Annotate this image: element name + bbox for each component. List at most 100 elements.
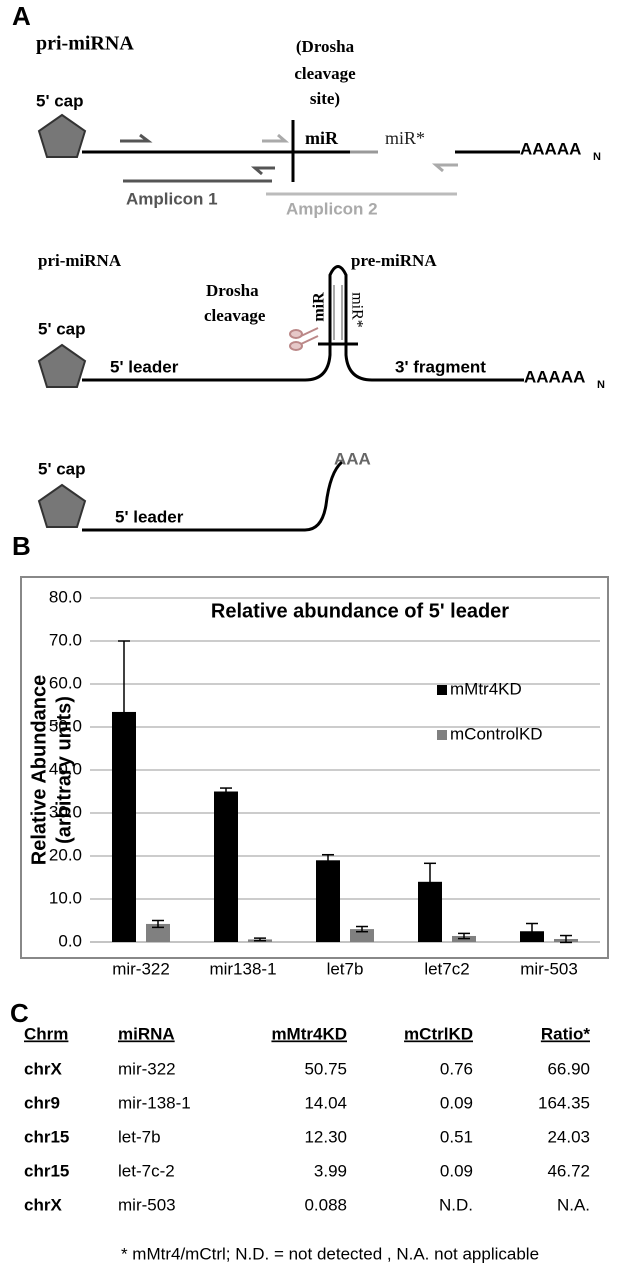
error-bar	[560, 934, 572, 944]
x-tick-label: mir-322	[112, 959, 170, 978]
label: 3' fragment	[395, 357, 486, 376]
table-footnote: * mMtr4/mCtrl; N.D. = not detected , N.A…	[121, 1244, 539, 1263]
y-tick-label: 20.0	[49, 845, 82, 864]
legend-swatch	[437, 730, 447, 740]
poly-a: AAA	[334, 449, 371, 468]
table-cell: N.A.	[557, 1195, 590, 1214]
error-bar	[526, 922, 538, 940]
diagram-title: pri-miRNA	[36, 33, 134, 55]
legend-label: mControlKD	[450, 724, 543, 743]
error-bar	[220, 787, 232, 796]
x-tick-label: let7c2	[424, 959, 469, 978]
primer-arrow	[120, 133, 153, 143]
table-cell: 14.04	[304, 1093, 347, 1112]
label: site)	[310, 89, 340, 108]
table-header: miRNA	[118, 1024, 175, 1043]
x-tick-label: mir138-1	[209, 959, 276, 978]
error-bar	[356, 925, 368, 933]
chart-frame	[20, 576, 609, 959]
poly-a: N	[597, 379, 605, 391]
primer-arrow	[262, 133, 290, 143]
table-cell: 3.99	[314, 1161, 347, 1180]
y-tick-label: 70.0	[49, 630, 82, 649]
table-cell: chr15	[24, 1161, 69, 1180]
table-cell: 12.30	[304, 1127, 347, 1146]
y-axis-label: (arbitrary units)	[53, 696, 75, 844]
label: 5' leader	[115, 507, 184, 526]
table-header: mCtrlKD	[404, 1024, 473, 1043]
panel-label: B	[12, 531, 31, 561]
table-cell: let-7c-2	[118, 1161, 175, 1180]
label: (Drosha	[296, 37, 355, 56]
label: 5' cap	[38, 319, 86, 338]
legend-swatch	[437, 685, 447, 695]
y-tick-label: 0.0	[58, 931, 82, 950]
table-cell: chr9	[24, 1093, 60, 1112]
table-cell: mir-503	[118, 1195, 176, 1214]
table-cell: N.D.	[439, 1195, 473, 1214]
error-bar	[254, 937, 266, 942]
label: pre-miRNA	[351, 251, 437, 270]
x-tick-label: let7b	[327, 959, 364, 978]
label: cleavage	[294, 64, 356, 83]
table-cell: mir-138-1	[118, 1093, 191, 1112]
table-header: Chrm	[24, 1024, 68, 1043]
table-cell: 0.09	[440, 1161, 473, 1180]
table-cell: 46.72	[547, 1161, 590, 1180]
y-tick-label: 60.0	[49, 673, 82, 692]
cap-icon	[37, 113, 87, 158]
table-cell: 0.088	[304, 1195, 347, 1214]
label: 5' cap	[36, 91, 84, 110]
label: miR	[305, 128, 339, 148]
label: Amplicon 1	[126, 189, 218, 208]
y-tick-label: 10.0	[49, 888, 82, 907]
table-header: Ratio*	[541, 1024, 591, 1043]
poly-a: AAAAA	[524, 367, 585, 386]
cap-icon	[37, 483, 87, 528]
label: 5' leader	[110, 357, 179, 376]
error-bar	[424, 862, 436, 902]
label: miR	[311, 292, 328, 322]
y-tick-label: 50.0	[49, 716, 82, 735]
table-cell: chrX	[24, 1195, 62, 1214]
label: Amplicon 2	[286, 199, 378, 218]
y-tick-label: 30.0	[49, 802, 82, 821]
label: 5' cap	[38, 459, 86, 478]
label: Drosha	[206, 281, 259, 300]
poly-a: N	[593, 151, 601, 163]
y-tick-label: 80.0	[49, 587, 82, 606]
bar	[146, 923, 170, 942]
primer-arrow	[431, 163, 458, 173]
label: miR*	[385, 128, 425, 148]
table-cell: let-7b	[118, 1127, 161, 1146]
table-cell: 24.03	[547, 1127, 590, 1146]
diagram-title: pri-miRNA	[38, 251, 122, 270]
error-bar	[458, 932, 470, 940]
label: cleavage	[204, 306, 266, 325]
panel-label: C	[10, 998, 29, 1028]
table-cell: 0.76	[440, 1059, 473, 1078]
table-cell: chrX	[24, 1059, 62, 1078]
error-bar	[322, 853, 334, 867]
bar	[316, 860, 340, 942]
table-cell: 0.09	[440, 1093, 473, 1112]
table-cell: 164.35	[538, 1093, 590, 1112]
scissors-icon	[289, 327, 319, 351]
y-tick-label: 40.0	[49, 759, 82, 778]
bar	[214, 791, 238, 942]
error-bar	[118, 640, 130, 784]
table-cell: chr15	[24, 1127, 69, 1146]
table-header: mMtr4KD	[271, 1024, 347, 1043]
error-bar	[152, 919, 164, 929]
rna-line	[82, 265, 524, 382]
primer-arrow	[250, 166, 275, 176]
y-axis-label: Relative Abundance	[28, 675, 50, 865]
table-cell: mir-322	[118, 1059, 176, 1078]
poly-a: AAAAA	[520, 139, 581, 158]
legend-label: mMtr4KD	[450, 679, 522, 698]
table-cell: 0.51	[440, 1127, 473, 1146]
chart-title: Relative abundance of 5' leader	[211, 600, 509, 622]
table-cell: 66.90	[547, 1059, 590, 1078]
table-cell: 50.75	[304, 1059, 347, 1078]
